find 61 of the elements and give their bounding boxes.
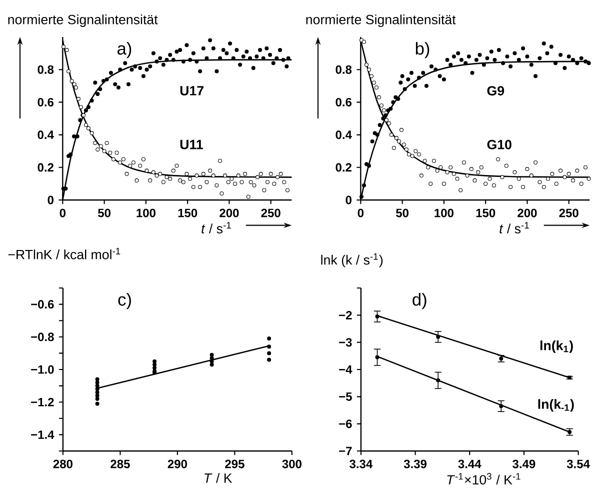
x-tick-label: 150: [178, 208, 198, 218]
x-axis-title: t / s$^{-1}$: [500, 222, 529, 234]
x-tick-label: 100: [434, 208, 454, 218]
x-axis-title: T / K: [204, 473, 232, 483]
x-tick-label: 300: [282, 460, 302, 468]
y-tick-label: 0.4: [336, 130, 352, 140]
x-tick-label: 200: [220, 208, 239, 218]
x-tick-label: 0: [60, 208, 66, 218]
y-tick-label: 0.2: [38, 163, 54, 172]
x-axis-title: T$^{-1}$×10$^{3}$ / K$^{-1}$: [447, 473, 520, 485]
x-tick-label: 50: [396, 208, 408, 218]
y-tick-label: −0.8: [31, 332, 54, 342]
x-tick-label: 295: [225, 460, 244, 468]
annotation: a): [118, 42, 132, 58]
y-tick-label: −3: [339, 338, 352, 347]
y-tick-label: 0.4: [38, 130, 54, 140]
y-tick-label: −0.6: [31, 300, 54, 309]
y-tick-label: 0.6: [336, 98, 352, 106]
y-axis-title: normierte Signalintensität: [306, 14, 456, 27]
y-tick-label: −2: [339, 310, 352, 320]
series-label: U11: [180, 140, 203, 150]
y-tick-label: −1.2: [31, 398, 54, 406]
y-tick-label: −5: [339, 392, 352, 401]
y-tick-label: −6: [339, 420, 352, 428]
y-axis-title: normierte Signalintensität: [8, 14, 158, 27]
series-label: G10: [487, 140, 512, 150]
x-tick-label: 250: [559, 208, 578, 218]
y-tick-label: −7: [339, 446, 352, 456]
series-label: U17: [180, 86, 204, 96]
y-tick-label: 0: [346, 196, 352, 204]
x-tick-label: 3.34: [350, 460, 373, 468]
y-tick-label: −4: [339, 365, 352, 374]
x-axis-title: t / s$^{-1}$: [202, 222, 231, 234]
x-tick-label: 290: [168, 460, 187, 468]
x-tick-label: 150: [476, 208, 496, 218]
y-tick-label: 0.8: [336, 65, 352, 74]
x-tick-label: 3.39: [404, 460, 427, 468]
annotation: c): [118, 292, 131, 310]
y-tick-label: 0.2: [336, 163, 352, 172]
x-tick-label: 50: [98, 208, 110, 218]
y-tick-label: −1.4: [31, 430, 54, 439]
x-tick-label: 200: [518, 208, 537, 218]
y-axis-title: lnk (k / s$^{-1}$): [321, 253, 383, 268]
y-tick-label: −1.0: [31, 365, 54, 374]
x-tick-label: 280: [53, 460, 72, 468]
x-tick-label: 3.44: [458, 460, 482, 468]
series-label: ln(k$_{1}$): [540, 340, 573, 353]
series-label: G9: [487, 86, 504, 96]
x-tick-label: 3.49: [512, 460, 536, 468]
x-tick-label: 100: [136, 208, 156, 218]
y-tick-label: 0.6: [38, 98, 54, 106]
annotation: d): [412, 292, 426, 310]
annotation: b): [416, 42, 430, 58]
x-tick-label: 0: [358, 208, 364, 218]
x-tick-label: 250: [261, 208, 280, 218]
series-label: ln(k$_{-1}$): [538, 399, 574, 412]
x-tick-label: 3.54: [566, 460, 590, 468]
y-tick-label: 0: [48, 196, 54, 204]
x-tick-label: 285: [110, 460, 130, 468]
y-tick-label: 0.8: [38, 65, 54, 74]
y-axis-title: −RTlnK / kcal mol$^{-1}$: [8, 248, 120, 260]
